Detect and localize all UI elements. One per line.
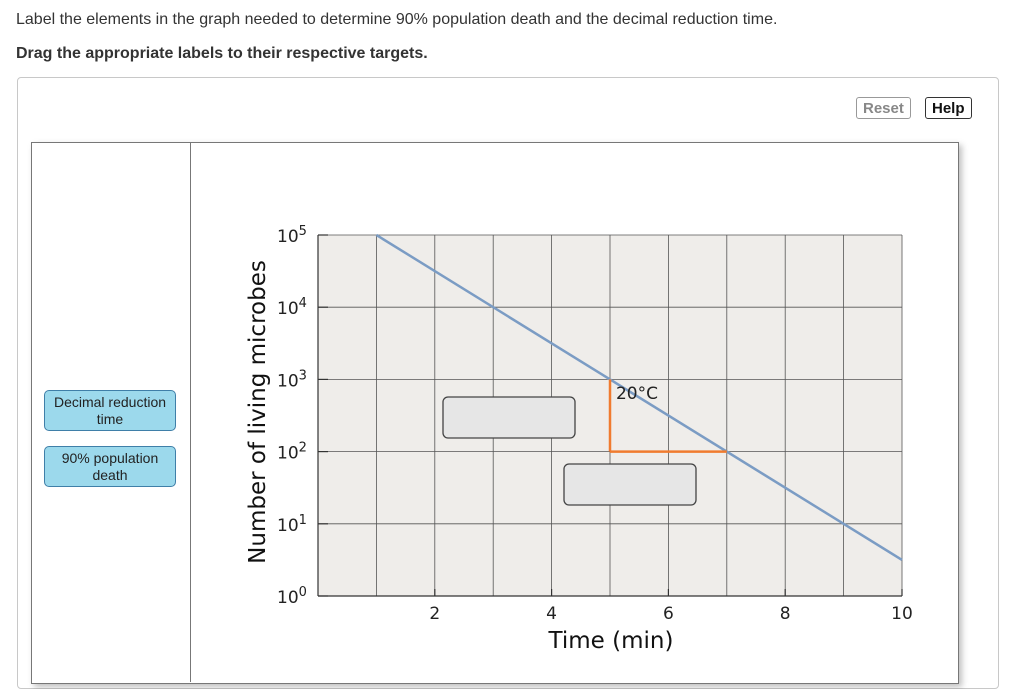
reset-button[interactable]: Reset	[856, 97, 911, 119]
instruction-text: Label the elements in the graph needed t…	[16, 11, 778, 28]
label-decimal-reduction-time[interactable]: Decimal reduction time	[44, 390, 176, 431]
label-90-percent-line1: 90% population	[61, 449, 159, 466]
instruction-drag-text: Drag the appropriate labels to their res…	[16, 45, 428, 62]
label-decimal-reduction-line2: time	[96, 410, 124, 427]
label-decimal-reduction-line1: Decimal reduction	[53, 393, 167, 410]
label-bank: Decimal reduction time 90% population de…	[31, 142, 191, 682]
label-90-percent-line2: death	[92, 466, 128, 483]
help-button[interactable]: Help	[925, 97, 972, 119]
label-90-percent-population-death[interactable]: 90% population death	[44, 446, 176, 487]
